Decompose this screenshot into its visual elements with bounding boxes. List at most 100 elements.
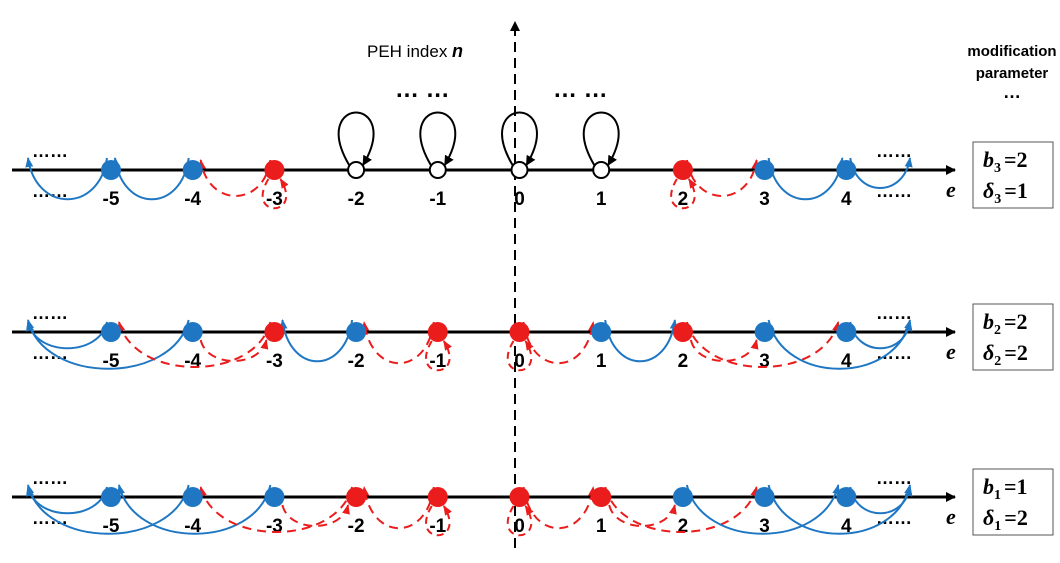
- blue-point: [754, 160, 775, 180]
- tick-label: -1: [429, 351, 446, 372]
- parameter-b: b2 =2: [983, 309, 1028, 338]
- transition-arrow: [685, 321, 840, 368]
- tick-label: 1: [596, 351, 607, 372]
- tick-label: -2: [348, 516, 365, 537]
- blue-point: [836, 487, 857, 507]
- parameter-b: b3 =2: [983, 147, 1028, 176]
- transition-arrow: [361, 321, 435, 365]
- ellipsis-right-upper: ……: [876, 141, 912, 161]
- self-loop-arrow: [419, 111, 457, 166]
- self-loop-arrow: [582, 111, 620, 166]
- tick-label: 0: [514, 351, 525, 372]
- transition-arrow: [604, 319, 678, 363]
- tick-label: -4: [184, 189, 201, 210]
- top-ellipsis-left: … …: [395, 76, 450, 103]
- tick-label: -5: [103, 516, 120, 537]
- ellipsis-left-upper: ……: [32, 141, 68, 161]
- transition-arrow: [279, 319, 354, 363]
- blue-point: [836, 322, 857, 342]
- tick-label: 0: [514, 189, 525, 210]
- parameter-box: [972, 303, 1054, 371]
- transition-arrow: [112, 157, 190, 201]
- self-loop-arrow: [425, 505, 452, 537]
- transition-arrow: [281, 504, 350, 527]
- tick-label: -2: [348, 351, 365, 372]
- self-loop-arrow: [506, 505, 534, 537]
- modification-header-line1: modification: [967, 43, 1056, 60]
- tick-label: 4: [841, 351, 852, 372]
- tick-label: -2: [348, 189, 365, 210]
- tick-label: 3: [759, 351, 770, 372]
- tick-label: -1: [429, 516, 446, 537]
- transition-arrow: [685, 159, 760, 197]
- transition-arrow: [685, 484, 841, 535]
- white-point: [592, 161, 611, 179]
- red-point: [427, 487, 448, 507]
- self-loop-arrow: [506, 340, 534, 372]
- rows-layer: …………………… e-5 -4 -3 -2 -1 0 1 2 3 4b3 =2δ3 =1………………………: [12, 111, 1054, 537]
- transition-arrow: [25, 157, 108, 201]
- blue-point: [754, 487, 775, 507]
- tick-label: -1: [429, 189, 446, 210]
- tick-label: -5: [103, 351, 120, 372]
- white-point: [510, 161, 529, 179]
- e-axis-label: e: [946, 339, 956, 364]
- transition-arrow: [26, 319, 190, 370]
- tick-label: -3: [266, 351, 283, 372]
- self-loop-arrow: [261, 178, 289, 210]
- tick-label: 1: [596, 189, 607, 210]
- red-point: [264, 322, 285, 342]
- transition-arrow: [26, 484, 190, 535]
- blue-point: [182, 160, 203, 180]
- white-point: [347, 161, 366, 179]
- blue-point: [672, 487, 693, 507]
- tick-label: 4: [841, 189, 852, 210]
- self-loop-arrow: [501, 111, 538, 166]
- tick-label: -5: [103, 189, 120, 210]
- transition-arrow: [117, 484, 272, 535]
- parameter-delta: δ2 =2: [983, 340, 1028, 369]
- parameter-delta: δ3 =1: [983, 178, 1028, 207]
- peh-index-label: PEH index n: [367, 41, 463, 61]
- tick-label: -3: [266, 516, 283, 537]
- ellipsis-left-upper: ……: [32, 303, 68, 323]
- e-axis-label: e: [946, 177, 956, 202]
- red-point: [509, 487, 530, 507]
- modification-header-ellipsis: …: [1003, 82, 1021, 102]
- parameter-box: [972, 141, 1054, 209]
- white-point: [428, 161, 447, 179]
- transition-arrow: [522, 321, 597, 365]
- blue-point: [101, 322, 121, 342]
- parameter-delta: δ1 =2: [983, 505, 1028, 534]
- transition-arrow: [689, 339, 759, 362]
- ellipsis-right-lower: ……: [876, 181, 912, 201]
- self-loop-arrow: [337, 111, 375, 166]
- blue-point: [182, 322, 203, 342]
- transition-arrow: [767, 157, 846, 201]
- red-point: [509, 322, 530, 342]
- self-loop-arrow: [425, 340, 452, 372]
- tick-label: 1: [596, 516, 607, 537]
- blue-point: [101, 160, 121, 180]
- blue-point: [346, 322, 367, 342]
- parameter-box: [972, 468, 1054, 536]
- ellipsis-right-upper: ……: [876, 303, 912, 323]
- blue-point: [591, 322, 612, 342]
- red-point: [591, 487, 612, 507]
- ellipsis-right-upper: ……: [876, 468, 912, 488]
- parameter-b: b1 =1: [983, 474, 1028, 503]
- transition-arrow: [198, 159, 272, 197]
- self-loop-arrow: [670, 178, 698, 210]
- transition-arrow: [522, 486, 597, 530]
- transition-arrow: [361, 486, 435, 530]
- tick-label: -4: [184, 351, 201, 372]
- tick-label: 2: [678, 189, 689, 210]
- tick-label: 0: [514, 516, 525, 537]
- blue-point: [836, 160, 857, 180]
- tick-label: 4: [841, 516, 852, 537]
- red-point: [346, 487, 367, 507]
- tick-label: 3: [759, 516, 770, 537]
- red-point: [427, 322, 448, 342]
- blue-point: [754, 322, 775, 342]
